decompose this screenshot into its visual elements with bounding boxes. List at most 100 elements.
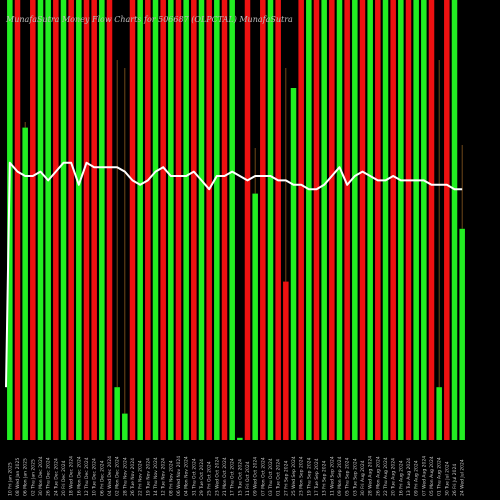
bar-down — [428, 0, 435, 440]
bar-down — [14, 0, 21, 440]
date-label-layer: 10 Fri Jan 2025 08 Wed Jan 2025 06 Mon Jan… — [7, 456, 465, 496]
bar-down — [68, 0, 74, 440]
bar-up — [152, 0, 159, 440]
date-label: 01 Thu Aug 2024 — [437, 457, 443, 496]
date-label: 24 Wed Jul 2024 — [460, 459, 466, 496]
bar-up — [306, 0, 312, 440]
chart-title: MunafaSutra Money Flow Charts for 506687… — [5, 15, 293, 24]
date-label: 14 Thu Nov 2024 — [153, 457, 159, 496]
date-label: 21 Mon Oct 2024 — [222, 457, 228, 496]
bar-up — [413, 0, 419, 440]
bar-up — [198, 0, 205, 440]
bar-up — [229, 0, 235, 440]
date-label: 10 Fri Jan 2025 — [7, 462, 13, 496]
date-label: 08 Wed Jan 2025 — [15, 458, 21, 496]
bar-down — [298, 0, 304, 440]
bar-down — [145, 0, 151, 440]
bar-up — [122, 413, 128, 440]
bar-up — [290, 88, 297, 440]
bar-down — [283, 281, 289, 440]
date-label: 23 Wed Oct 2024 — [214, 457, 220, 496]
date-label: 19 Thu Sep 2024 — [306, 457, 312, 496]
bar-down — [405, 0, 412, 440]
date-label: 06 Wed Nov 2024 — [176, 456, 182, 496]
date-label: 25 Wed Sep 2024 — [291, 456, 297, 496]
date-label: 05 Mon Aug 2024 — [429, 456, 435, 496]
date-label: 20 Fri Dec 2024 — [61, 460, 67, 496]
bar-up — [183, 0, 189, 440]
date-label: 06 Fri Dec 2024 — [99, 460, 105, 496]
date-label: 22 Thu Aug 2024 — [383, 457, 389, 496]
bar-down — [83, 0, 90, 440]
bar-up — [214, 0, 220, 440]
bar-up — [45, 0, 51, 440]
date-label: 03 Tue Sep 2024 — [352, 458, 358, 496]
date-label: 16 Mon Dec 2024 — [76, 456, 82, 496]
bar-down — [244, 0, 251, 440]
date-label: 02 Mon Dec 2024 — [115, 456, 121, 496]
bar-down — [30, 0, 36, 440]
bar-down — [206, 0, 212, 440]
date-label: 07 Mon Oct 2024 — [260, 457, 266, 496]
date-label: 30 Mon Dec 2024 — [38, 456, 44, 496]
date-label: 31 Thu Oct 2024 — [191, 458, 197, 496]
date-label: 09 Mon Sep 2024 — [337, 456, 343, 496]
bar-down — [129, 0, 136, 440]
bar-down — [91, 0, 97, 440]
money-flow-line-layer — [5, 161, 463, 388]
bar-down — [444, 0, 450, 440]
bar-up — [76, 0, 82, 440]
date-label: 30 Fri Aug 2024 — [360, 460, 366, 496]
date-label: 22 Fri Nov 2024 — [138, 460, 144, 496]
date-label: 11 Wed Sep 2024 — [329, 456, 335, 496]
bar-down — [221, 0, 228, 440]
date-label: 17 Thu Oct 2024 — [230, 458, 236, 496]
bar-up — [267, 0, 274, 440]
money-flow-line — [5, 161, 463, 388]
date-label: 17 Tue Sep 2024 — [314, 458, 320, 496]
bar-up — [436, 387, 442, 440]
bar-down — [191, 0, 197, 440]
date-label: 04 Wed Dec 2024 — [107, 456, 113, 496]
date-label: 13 Fri Sep 2024 — [322, 461, 328, 496]
date-label: 30 Tue Jul 2024 — [444, 461, 450, 496]
date-label: 23 Mon Sep 2024 — [299, 456, 305, 496]
bar-up — [22, 127, 28, 440]
date-label: 27 Fri Sep 2024 — [283, 461, 289, 496]
date-label: 26 Mon Aug 2024 — [375, 456, 381, 496]
bar-up — [60, 0, 67, 440]
bar-up — [252, 193, 258, 440]
bar-up — [99, 0, 105, 440]
date-label: 11 Fri Oct 2024 — [245, 461, 251, 496]
bar-up — [398, 0, 404, 440]
bar-down — [175, 0, 182, 440]
date-label: 06 Mon Jan 2025 — [23, 458, 29, 496]
bar-down — [275, 0, 281, 440]
bar-up — [114, 387, 120, 440]
bar-down — [106, 0, 113, 440]
date-label: 13 Tue Aug 2024 — [406, 458, 412, 496]
date-label: 16 Fri Aug 2024 — [398, 460, 404, 496]
date-label: 07 Wed Aug 2024 — [421, 456, 427, 496]
bar-down — [160, 0, 166, 440]
bar-up — [451, 0, 458, 440]
bar-up — [382, 0, 389, 440]
date-label: 28 Wed Aug 2024 — [368, 456, 374, 496]
bar-up — [168, 0, 174, 440]
date-label: 10 Tue Dec 2024 — [92, 458, 98, 496]
bar-down — [260, 0, 266, 440]
date-label: 09 Wed Oct 2024 — [253, 457, 259, 496]
date-label: 18 Wed Dec 2024 — [69, 456, 75, 496]
date-label: 15 Tue Oct 2024 — [237, 459, 243, 496]
date-label: 28 Thu Nov 2024 — [122, 457, 128, 496]
bar-up — [336, 0, 343, 440]
date-label: 01 Tue Oct 2024 — [276, 459, 282, 496]
date-label: 26 Tue Nov 2024 — [130, 458, 136, 496]
date-label: 08 Fri Nov 2024 — [168, 460, 174, 496]
bar-down — [344, 0, 350, 440]
bar-up — [237, 437, 243, 440]
date-label: 02 Thu Jan 2025 — [30, 459, 36, 496]
date-label: 20 Tue Aug 2024 — [391, 458, 397, 496]
bar-up — [37, 0, 44, 440]
bar-down — [329, 0, 335, 440]
